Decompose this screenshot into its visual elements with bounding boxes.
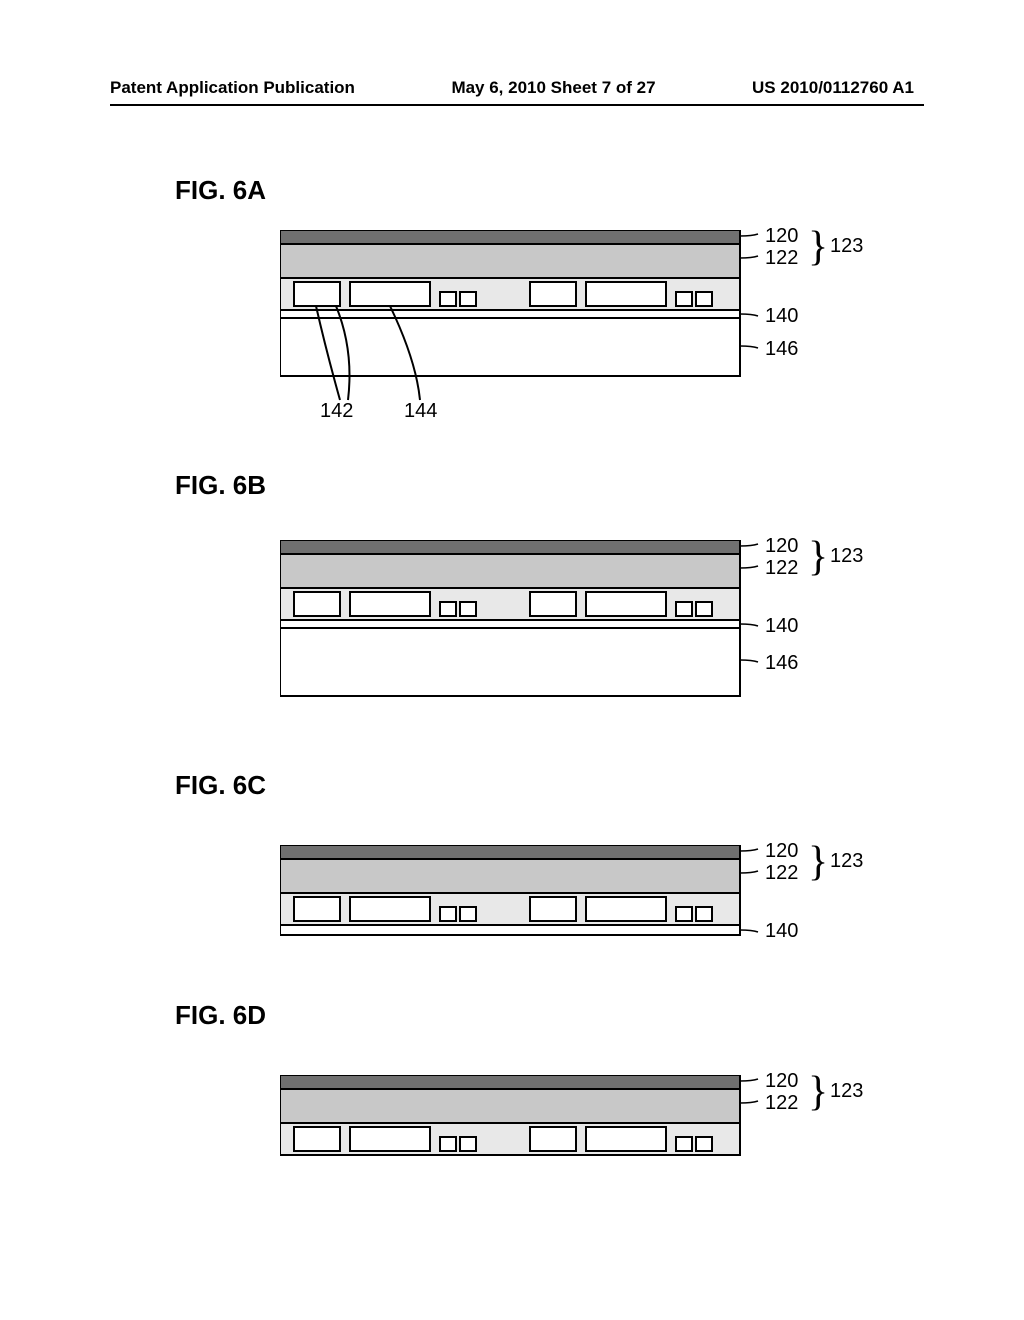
fig-6a-svg [280,230,820,430]
ref-6a-146: 146 [765,338,798,361]
brace-6c: } [808,838,828,886]
fig-6a [280,230,740,410]
ref-6b-122: 122 [765,557,798,580]
ref-6d-123: 123 [830,1080,863,1103]
fig-6d-svg [280,1075,820,1175]
ref-6a-122: 122 [765,247,798,270]
ref-6b-123: 123 [830,545,863,568]
page-header: Patent Application Publication May 6, 20… [0,78,1024,98]
header-right: US 2010/0112760 A1 [752,78,914,98]
ref-6a-120: 120 [765,225,798,248]
fig-6c [280,845,740,945]
ref-6a-144: 144 [404,400,437,423]
brace-6a: } [808,223,828,271]
header-center: May 6, 2010 Sheet 7 of 27 [451,78,655,98]
ref-6c-123: 123 [830,850,863,873]
ref-6a-140: 140 [765,305,798,328]
ref-6c-140: 140 [765,920,798,943]
ref-6a-142: 142 [320,400,353,423]
fig-6c-svg [280,845,820,955]
ref-6c-122: 122 [765,862,798,885]
ref-6a-123: 123 [830,235,863,258]
ref-6b-120: 120 [765,535,798,558]
fig-6b-label: FIG. 6B [175,470,266,501]
brace-6b: } [808,533,828,581]
ref-6c-120: 120 [765,840,798,863]
fig-6a-label: FIG. 6A [175,175,266,206]
ref-6d-120: 120 [765,1070,798,1093]
brace-6d: } [808,1068,828,1116]
fig-6d [280,1075,740,1165]
fig-6c-label: FIG. 6C [175,770,266,801]
header-divider [110,104,924,106]
ref-6b-140: 140 [765,615,798,638]
fig-6d-label: FIG. 6D [175,1000,266,1031]
ref-6d-122: 122 [765,1092,798,1115]
ref-6b-146: 146 [765,652,798,675]
header-left: Patent Application Publication [110,78,355,98]
fig-6b [280,540,740,700]
fig-6b-svg [280,540,820,710]
